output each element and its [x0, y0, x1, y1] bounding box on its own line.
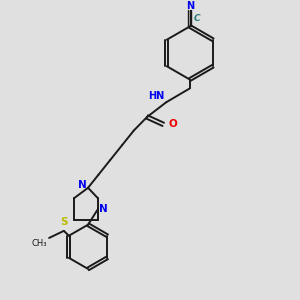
Text: C: C	[194, 14, 201, 23]
Text: N: N	[99, 204, 107, 214]
Text: N: N	[186, 1, 194, 11]
Text: CH₃: CH₃	[32, 239, 47, 248]
Text: O: O	[169, 119, 177, 129]
Text: HN: HN	[148, 91, 165, 101]
Text: S: S	[60, 217, 68, 227]
Text: N: N	[78, 180, 87, 190]
